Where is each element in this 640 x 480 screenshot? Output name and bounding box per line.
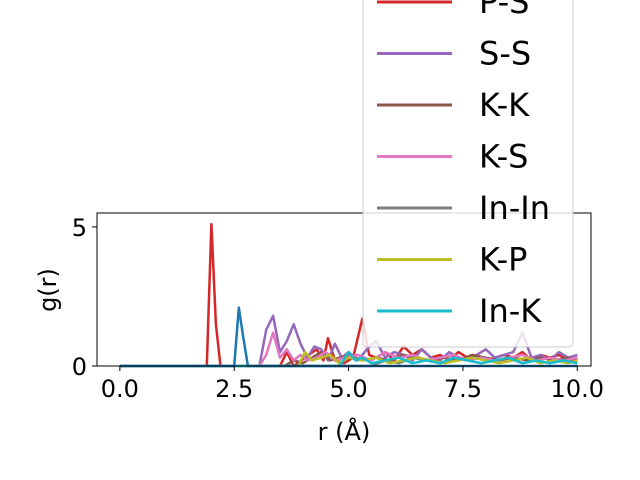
x-tick-label: 2.5 [215, 375, 253, 403]
legend-label-k-p: K-P [479, 241, 527, 279]
x-tick-label: 10.0 [551, 375, 604, 403]
legend-label-s-s: S-S [479, 35, 531, 73]
x-tick-label: 7.5 [444, 375, 482, 403]
legend-label-in-k: In-K [479, 292, 542, 330]
y-axis-label: g(r) [34, 268, 62, 312]
legend-label-in-in: In-In [479, 189, 550, 227]
legend-label-k-k: K-K [479, 86, 530, 124]
plot-lines [119, 222, 578, 368]
x-tick-label: 5.0 [329, 375, 367, 403]
y-axis: 05 [72, 214, 97, 381]
series-line-k-p [119, 350, 578, 368]
y-tick-label: 0 [72, 353, 87, 381]
series-line-k-s [119, 331, 578, 368]
series-line-in-k [119, 350, 578, 368]
legend: P-S S-S K-K K-S In-In K-P In-K [362, 0, 574, 348]
x-axis: 0.0 2.5 5.0 7.5 10.0 [101, 366, 604, 403]
x-tick-label: 0.0 [101, 375, 139, 403]
legend-label-k-s: K-S [479, 138, 528, 176]
y-tick-label: 5 [72, 214, 87, 242]
legend-label-p-s: P-S [479, 0, 529, 21]
x-axis-label: r (Å) [318, 417, 371, 446]
plot-frame [96, 212, 592, 367]
